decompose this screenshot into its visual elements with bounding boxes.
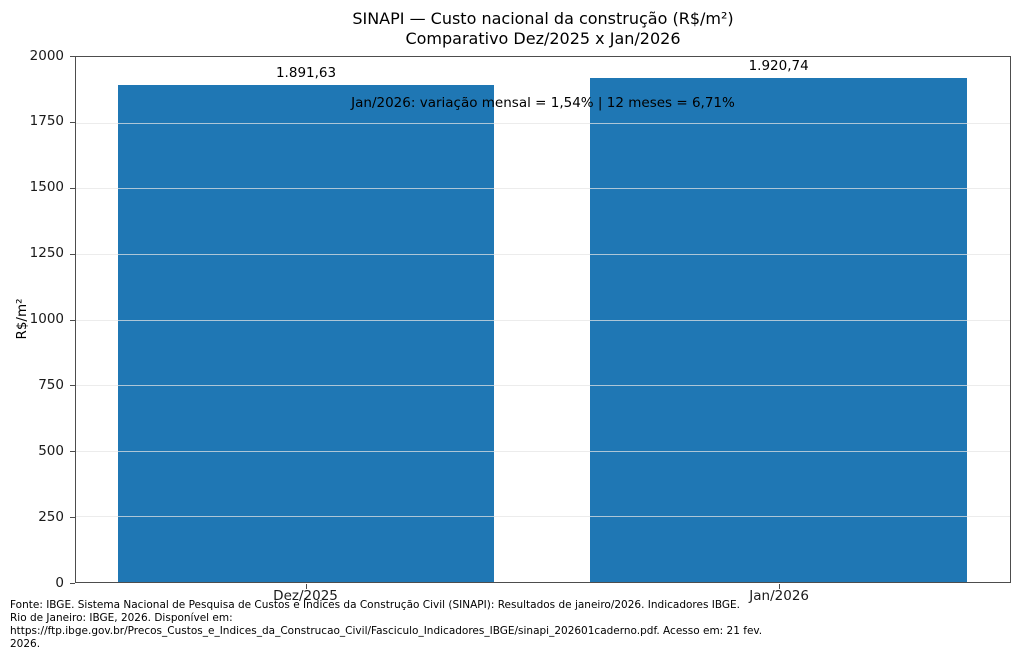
y-tick-mark (70, 319, 75, 321)
bar-jan-2026 (590, 77, 967, 582)
x-tick-mark (779, 584, 781, 589)
x-tick-label: Jan/2026 (749, 588, 809, 604)
x-tick-label: Dez/2025 (273, 588, 338, 604)
source-note-line: 2026. (10, 638, 41, 650)
gridline (76, 319, 1010, 321)
y-tick-label: 1000 (29, 311, 64, 327)
chart-title-block: SINAPI — Custo nacional da construção (R… (75, 9, 1011, 49)
y-tick-label: 250 (38, 508, 64, 525)
y-tick-mark (70, 56, 75, 57)
gridline (76, 516, 1010, 518)
y-tick-label: 1750 (29, 113, 64, 130)
source-note-line: Rio de Janeiro: IBGE, 2026. Disponível e… (10, 612, 233, 624)
source-note-line: Fonte: IBGE. Sistema Nacional de Pesquis… (10, 599, 740, 611)
x-tick-mark (305, 584, 307, 589)
source-note-line: https://ftp.ibge.gov.br/Precos_Custos_e_… (10, 625, 763, 637)
y-tick-mark (70, 121, 75, 123)
y-tick-label: 2000 (29, 47, 64, 64)
y-tick-label: 1500 (29, 179, 64, 196)
y-tick-mark (70, 253, 75, 255)
plot-area: 1.891,63 1.920,74 Jan/2026: variação mens… (75, 56, 1011, 583)
y-tick-mark (70, 517, 75, 519)
gridline (76, 122, 1010, 124)
y-tick-label: 750 (38, 376, 64, 393)
gridline (76, 253, 1010, 255)
chart-subtitle: Comparativo Dez/2025 x Jan/2026 (405, 29, 681, 48)
gridline (76, 385, 1010, 387)
source-note: Fonte: IBGE. Sistema Nacional de Pesquis… (10, 599, 1010, 651)
bar-value-label: 1.920,74 (748, 57, 809, 74)
y-tick-mark (70, 187, 75, 189)
bar-value-label: 1.891,63 (275, 65, 337, 82)
gridline (76, 450, 1010, 452)
y-tick-label: 0 (55, 574, 64, 591)
variation-annotation: Jan/2026: variação mensal = 1,54% | 12 m… (351, 95, 735, 111)
y-tick-label: 500 (38, 442, 64, 459)
y-tick-mark (70, 385, 75, 387)
y-tick-mark (70, 451, 75, 453)
y-tick-label: 1250 (29, 245, 64, 262)
y-tick-mark (70, 583, 75, 584)
bar-dez-2025 (117, 85, 495, 582)
chart-title: SINAPI — Custo nacional da construção (R… (352, 9, 734, 28)
gridline (76, 188, 1010, 190)
